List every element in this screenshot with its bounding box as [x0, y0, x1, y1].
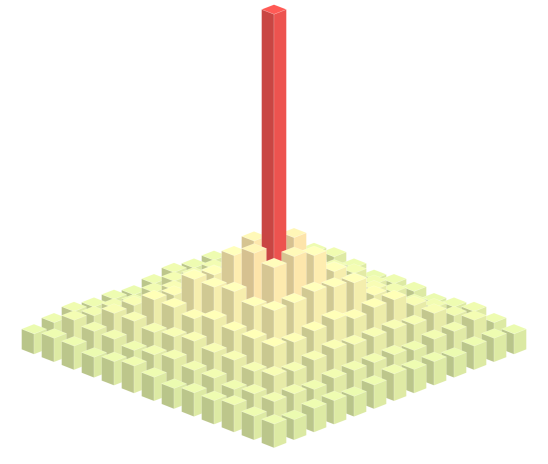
page: (() => { const data = JSON.parse(documen… — [0, 0, 548, 464]
bar — [262, 414, 287, 447]
bar-right-face — [394, 369, 406, 401]
bar-left-face — [222, 400, 234, 432]
bar-left-face — [122, 361, 134, 393]
chart — [0, 0, 548, 464]
